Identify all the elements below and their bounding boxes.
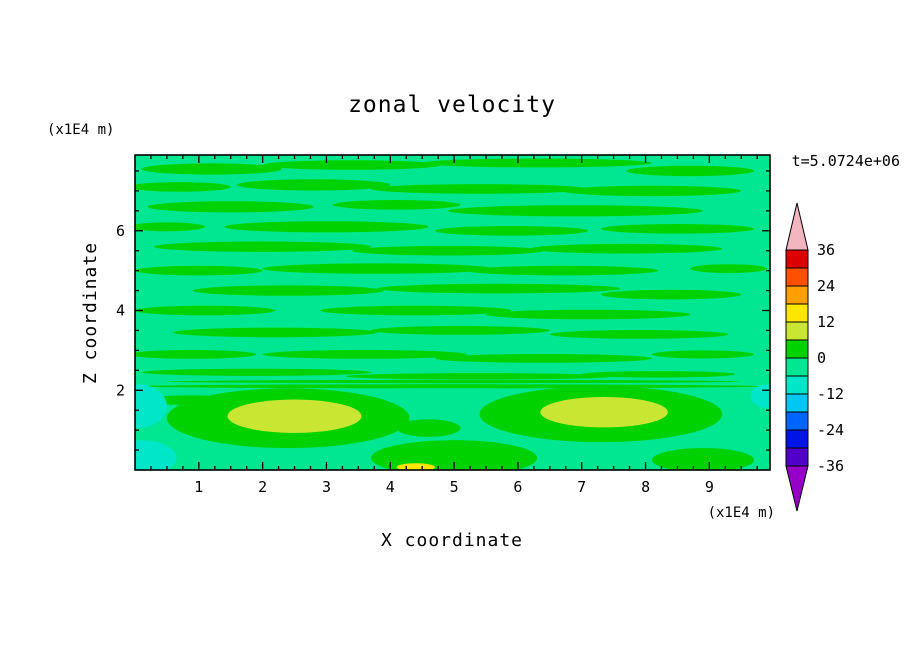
contour-region: [626, 165, 754, 177]
colorbar: 36 24 12 0 -12 -24 -36: [785, 202, 844, 512]
contour-region: [651, 448, 755, 470]
contour-region: [377, 283, 621, 294]
contour-region: [166, 379, 742, 384]
contour-region: [371, 326, 550, 335]
colorbar-segment: [785, 411, 809, 431]
x-tick-label: 5: [450, 478, 459, 496]
contour-region: [262, 263, 493, 274]
x-tick-label: 3: [322, 478, 331, 496]
contour-region: [135, 384, 761, 389]
colorbar-segment: [785, 303, 809, 323]
contour-region: [332, 200, 461, 210]
contour-region: [530, 243, 723, 254]
contour-region: [135, 182, 231, 192]
contour-region: [135, 305, 276, 316]
contour-region: [154, 241, 372, 252]
contour-region: [262, 350, 467, 359]
contour-fill-layer: [135, 158, 770, 470]
x-axis-unit-label: (x1E4 m): [708, 505, 775, 521]
x-axis-title: X coordinate: [381, 530, 523, 551]
y-axis-unit-label: (x1E4 m): [47, 122, 114, 138]
y-axis-title: Z coordinate: [80, 242, 101, 384]
z-tick-label: 4: [116, 302, 125, 320]
x-tick-label: 1: [194, 478, 203, 496]
contour-region: [141, 368, 372, 376]
tick-marks: [135, 155, 770, 470]
colorbar-tick-label: -24: [817, 421, 844, 439]
x-tick-label: 9: [705, 478, 714, 496]
contour-region: [396, 419, 461, 437]
contour-region: [227, 399, 362, 433]
x-tick-label: 7: [577, 478, 586, 496]
contour-region: [485, 309, 691, 320]
colorbar-tick-label: 12: [817, 313, 835, 331]
contour-region: [147, 201, 314, 213]
x-tick-label: 8: [641, 478, 650, 496]
contour-region: [345, 373, 614, 380]
plot-frame: [134, 154, 771, 471]
contour-region: [434, 354, 652, 363]
z-tick-label: 2: [116, 381, 125, 399]
contour-region: [237, 179, 391, 191]
contour-region: [540, 397, 668, 428]
contour-region: [600, 289, 742, 300]
colorbar-tick-label: 36: [817, 241, 835, 259]
chart-title: zonal velocity: [348, 92, 556, 118]
contour-region: [135, 384, 167, 429]
contour-region: [447, 205, 703, 217]
contour-region: [562, 185, 742, 197]
colorbar-segment: [785, 429, 809, 449]
x-tick-label: 6: [513, 478, 522, 496]
contour-region: [466, 265, 659, 276]
colorbar-segment: [785, 375, 809, 395]
contour-region: [690, 264, 767, 273]
x-tick-label: 2: [258, 478, 267, 496]
contour-region: [434, 226, 589, 236]
colorbar-tick-label: -12: [817, 385, 844, 403]
colorbar-segment: [785, 339, 809, 359]
contour-region: [750, 384, 770, 409]
contour-region: [141, 163, 282, 175]
colorbar-segment: [785, 249, 809, 269]
colorbar-segment: [785, 357, 809, 377]
contour-region: [371, 184, 589, 194]
colorbar-segment: [785, 447, 809, 467]
colorbar-segment: [785, 267, 809, 287]
contour-region: [224, 221, 429, 233]
colorbar-over-arrow: [785, 202, 809, 251]
contour-region: [135, 222, 206, 232]
contour-region: [581, 371, 735, 378]
colorbar-tick-label: 24: [817, 277, 835, 295]
colorbar-segment: [785, 321, 809, 341]
colorbar-segment: [785, 393, 809, 413]
colorbar-tick-label: 0: [817, 349, 826, 367]
timestamp-label: t=5.0724e+06: [792, 152, 900, 170]
colorbar-under-arrow: [785, 465, 809, 512]
contour-region: [600, 224, 755, 234]
contour-region: [352, 245, 544, 256]
contour-region: [422, 158, 652, 168]
colorbar-tick-label: -36: [817, 457, 844, 475]
contour-region: [651, 350, 755, 359]
contour-region: [320, 305, 512, 316]
colorbar-segment: [785, 285, 809, 305]
contour-region: [135, 350, 257, 359]
contour-region: [371, 440, 538, 470]
contour-region: [135, 440, 177, 470]
z-tick-label: 6: [116, 222, 125, 240]
x-tick-label: 4: [386, 478, 395, 496]
contour-region: [135, 265, 263, 276]
contour-region: [549, 330, 729, 339]
contour-region: [173, 327, 378, 338]
contour-region: [262, 160, 442, 170]
contour-region: [192, 285, 384, 296]
